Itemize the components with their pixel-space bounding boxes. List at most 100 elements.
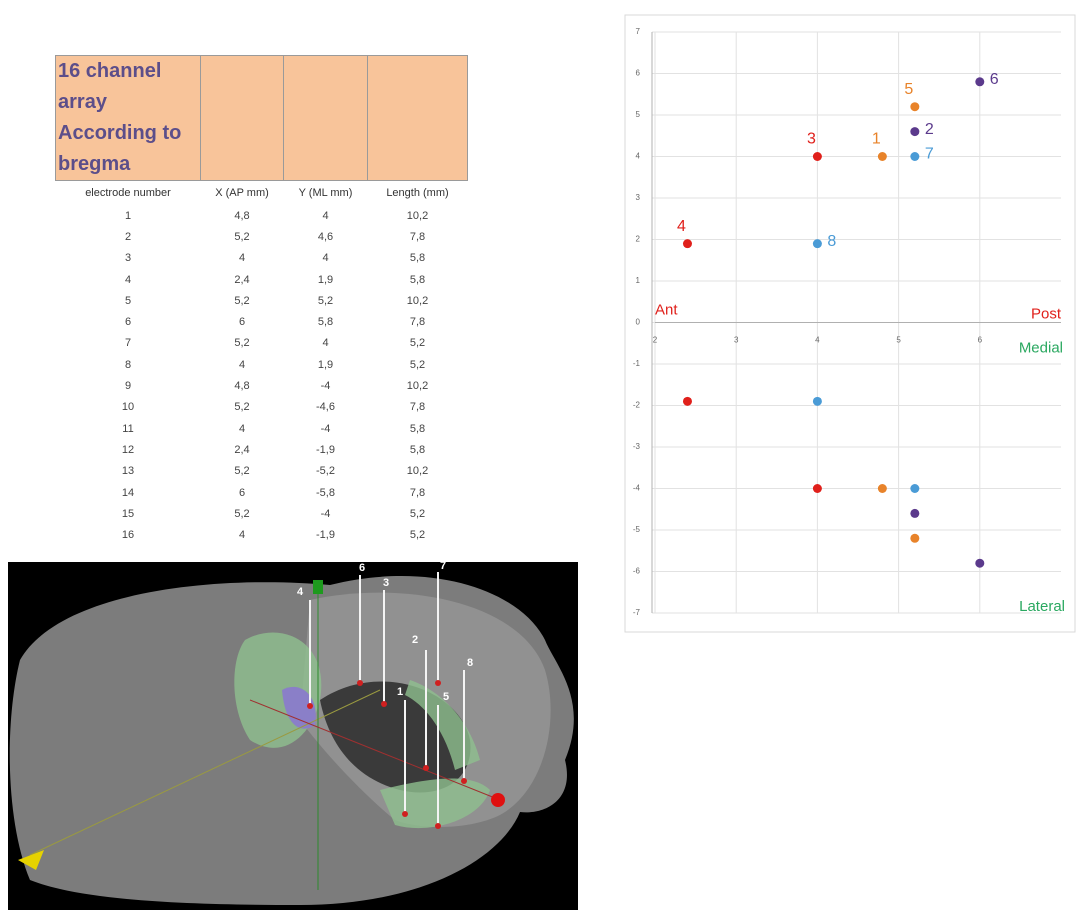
table-row: 5 5,2 5,2 10,2 [56, 290, 468, 311]
axis-marker [18, 850, 44, 870]
cell: 9 [124, 380, 132, 393]
table-row: 4 2,4 1,9 5,8 [56, 269, 468, 290]
cell: 16 [121, 529, 135, 542]
x-tick-label: 3 [734, 336, 739, 345]
cell: 5,2 [409, 358, 426, 371]
electrode-label: 5 [443, 691, 449, 703]
y-tick-label: -7 [633, 608, 641, 617]
cell: 6 [238, 486, 246, 499]
electrode-tip [461, 778, 467, 784]
title-row: 16 channel array According to bregma [55, 55, 468, 181]
y-tick-label: -6 [633, 567, 641, 576]
annotation: Post [1031, 305, 1062, 322]
table-row: 10 5,2 -4,6 7,8 [56, 397, 468, 418]
cell: 5,8 [409, 443, 426, 456]
point-label: 4 [677, 218, 686, 235]
x-tick-label: 2 [653, 336, 658, 345]
cell: Y (ML mm) [298, 187, 353, 199]
header-row: electrode number X (AP mm) Y (ML mm) Length… [56, 181, 468, 206]
cell: 5,8 [317, 316, 334, 329]
point [910, 102, 920, 112]
cell: 7,8 [409, 230, 426, 243]
cell: 4 [238, 529, 246, 542]
y-tick-label: -4 [633, 484, 641, 493]
cell: -4,6 [316, 401, 335, 414]
cell: 7 [124, 337, 132, 350]
table-row: 13 5,2 -5,2 10,2 [56, 461, 468, 482]
cell: 4 [238, 422, 246, 435]
table-row: 16 4 -1,9 5,2 [56, 524, 468, 545]
cell: 8 [124, 358, 132, 371]
table-row: 11 4 -4 5,8 [56, 418, 468, 439]
cell: electrode number [85, 187, 171, 199]
cell: 13 [121, 465, 135, 478]
point [877, 152, 887, 161]
cell: 5,8 [409, 422, 426, 435]
cell: 4 [322, 337, 329, 350]
point-label: 1 [872, 131, 881, 148]
cell: 10,2 [406, 380, 429, 393]
electrode-tip [435, 823, 441, 829]
cell: 5,2 [234, 465, 250, 478]
cell: 5,2 [317, 294, 334, 307]
region-purple [282, 686, 316, 729]
table-row: 1 4,8 4 10,2 [56, 205, 468, 226]
y-tick-label: 1 [636, 276, 641, 285]
cell: -4 [320, 507, 331, 520]
point [975, 558, 985, 568]
table-row: 14 6 -5,8 7,8 [56, 482, 468, 503]
electrode-tip [381, 701, 387, 707]
annotation: Lateral [1019, 598, 1065, 615]
cell [283, 55, 368, 181]
cell: 10 [121, 401, 135, 414]
cell: 4 [238, 358, 246, 371]
point [877, 484, 887, 493]
point [682, 239, 692, 249]
cell: -1,9 [316, 443, 335, 456]
y-tick-label: 4 [636, 152, 641, 161]
point [812, 484, 822, 493]
electrode-label: 3 [383, 577, 389, 589]
table-row: 12 2,4 -1,9 5,8 [56, 439, 468, 460]
electrode-label: 1 [397, 686, 403, 698]
point [910, 152, 920, 161]
point [910, 127, 920, 137]
point [910, 533, 920, 543]
x-tick-label: 6 [978, 336, 983, 345]
y-tick-label: 0 [636, 318, 641, 327]
cell: 4,6 [317, 230, 334, 243]
cell: 12 [121, 443, 135, 456]
y-tick-label: 6 [636, 69, 641, 78]
point [910, 508, 920, 518]
table-row: 3 4 4 5,8 [56, 248, 468, 269]
y-tick-label: -1 [633, 359, 641, 368]
y-tick-label: 3 [636, 193, 641, 202]
axis-marker [313, 580, 323, 594]
y-tick-label: -2 [633, 401, 641, 410]
table-title: 16 channel array According to bregma [55, 55, 201, 181]
y-tick-label: -5 [633, 525, 641, 534]
cell: 5,2 [409, 529, 426, 542]
table-row: 2 5,2 4,6 7,8 [56, 226, 468, 247]
table-row: 9 4,8 -4 10,2 [56, 375, 468, 396]
y-tick-label: 2 [636, 235, 641, 244]
annotation: Ant [655, 301, 678, 318]
cell: 5,2 [234, 507, 250, 520]
cell: 11 [122, 422, 134, 435]
cell: -4 [320, 422, 331, 435]
cell: 2,4 [234, 443, 250, 456]
point-label: 7 [925, 146, 934, 163]
cell: 5,2 [234, 337, 250, 350]
point [682, 396, 692, 406]
point [910, 484, 920, 493]
cell: 5,2 [234, 230, 250, 243]
electrode-tip [435, 680, 441, 686]
cell: -4 [320, 380, 331, 393]
point [812, 152, 822, 161]
point [975, 77, 985, 87]
cell: 6 [238, 316, 246, 329]
cell: 2 [124, 230, 132, 243]
cell: 5,8 [409, 252, 426, 265]
table-row: 7 5,2 4 5,2 [56, 333, 468, 354]
